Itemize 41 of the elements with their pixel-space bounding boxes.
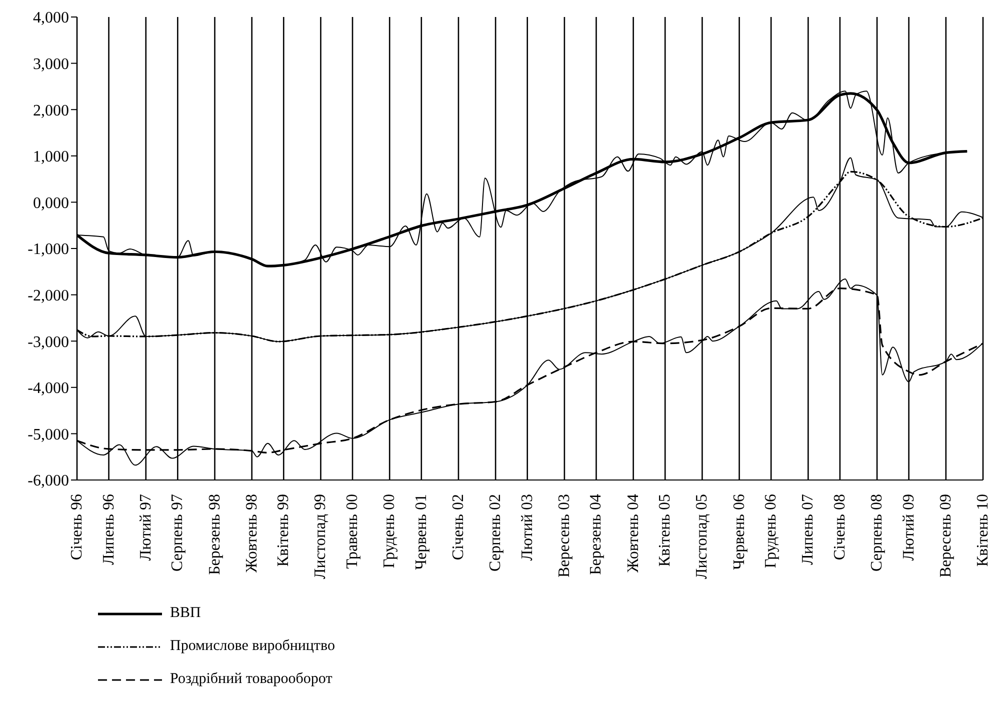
x-tick-label: Січень 08 xyxy=(831,494,848,560)
y-tick-label: -6,000 xyxy=(28,472,69,490)
x-tick-label: Травень 00 xyxy=(344,494,362,569)
legend-label: Промислове виробництво xyxy=(170,638,335,655)
x-tick-label: Березень 04 xyxy=(588,494,605,575)
x-tick-label: Червень 06 xyxy=(730,494,748,570)
y-tick-label: 0,000 xyxy=(33,194,69,212)
x-tick-label: Червень 01 xyxy=(412,494,430,570)
x-tick-label: Вересень 09 xyxy=(937,494,954,578)
y-tick-label: 4,000 xyxy=(33,10,69,27)
x-tick-label: Вересень 03 xyxy=(556,494,573,578)
y-tick-label: -4,000 xyxy=(28,380,69,398)
x-tick-label: Липень 96 xyxy=(100,494,118,565)
y-tick-label: 1,000 xyxy=(33,148,69,166)
y-tick-label: -3,000 xyxy=(28,334,69,351)
x-tick-label: Жовтень 04 xyxy=(624,494,642,573)
x-tick-label: Серпень 02 xyxy=(487,494,504,572)
x-tick-label: Листопад 99 xyxy=(312,494,330,580)
x-tick-label: Лютий 03 xyxy=(518,494,536,561)
x-tick-label: Листопад 05 xyxy=(694,494,711,580)
x-tick-label: Лютий 09 xyxy=(900,494,918,561)
y-tick-label: -2,000 xyxy=(28,287,69,304)
x-tick-label: Грудень 06 xyxy=(762,494,780,568)
x-tick-label: Серпень 97 xyxy=(169,494,186,572)
x-tick-label: Квітень 99 xyxy=(275,494,292,567)
x-tick-label: Липень 07 xyxy=(800,494,817,565)
x-tick-label: Квітень 10 xyxy=(974,494,992,567)
x-tick-label: Січень 96 xyxy=(68,494,86,560)
x-tick-label: Серпень 08 xyxy=(868,494,886,572)
x-tick-label: Квітень 05 xyxy=(656,494,674,567)
x-tick-label: Березень 98 xyxy=(206,494,224,575)
y-tick-label: 2,000 xyxy=(33,102,69,120)
x-tick-label: Січень 02 xyxy=(450,494,467,560)
y-tick-label: 3,000 xyxy=(33,56,69,73)
x-tick-label: Грудень 00 xyxy=(381,494,398,568)
legend-label: Роздрібний товарооборот xyxy=(170,671,332,688)
x-tick-label: Жовтень 98 xyxy=(243,494,260,573)
legend-label: ВВП xyxy=(170,605,201,622)
y-tick-label: -1,000 xyxy=(28,241,69,258)
x-tick-label: Лютий 97 xyxy=(137,494,154,561)
y-tick-label: -5,000 xyxy=(28,426,69,444)
